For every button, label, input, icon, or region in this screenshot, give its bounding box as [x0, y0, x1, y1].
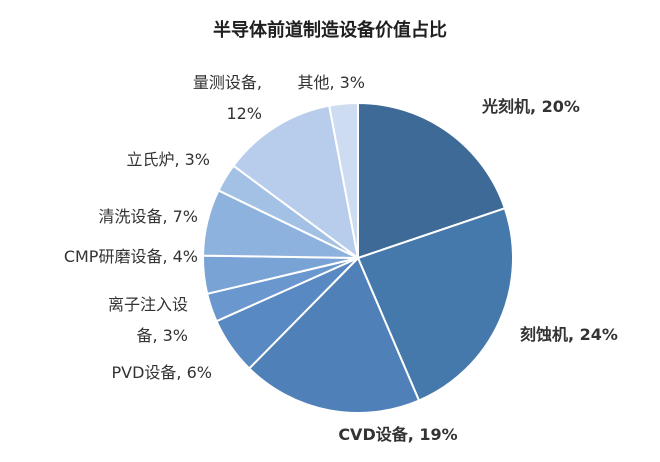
- slice-label-8: 立氏炉, 3%: [126, 150, 210, 169]
- pie-slices: [202, 101, 515, 414]
- slice-label-3: CVD设备, 19%: [338, 425, 457, 444]
- pie-slice-10: [328, 101, 359, 259]
- slice-label-5: 离子注入设备, 3%: [108, 295, 188, 345]
- slice-label-10: 其他, 3%: [297, 73, 365, 92]
- pie-slice-2: [356, 207, 515, 402]
- chart-title: 半导体前道制造设备价值占比: [213, 19, 447, 41]
- pie-slice-9: [232, 104, 360, 261]
- slice-label-4: PVD设备, 6%: [112, 363, 212, 382]
- pie-labels: 光刻机, 20% 刻蚀机, 24% CVD设备, 19% PVD设备, 6% 离子注入设…: [64, 73, 618, 444]
- slice-label-7: 清洗设备, 7%: [98, 207, 198, 226]
- slice-label-6: CMP研磨设备, 4%: [64, 247, 198, 266]
- pie-slice-3: [247, 256, 421, 414]
- slice-label-9: 量测设备, 12%: [193, 73, 262, 123]
- slice-label-1: 光刻机, 20%: [481, 97, 580, 116]
- slice-label-2: 刻蚀机, 24%: [520, 325, 618, 344]
- pie-slice-1: [357, 101, 507, 260]
